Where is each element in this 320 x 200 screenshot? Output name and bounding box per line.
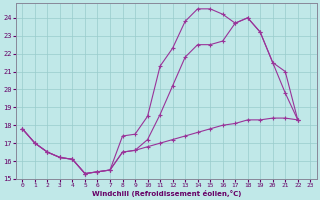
X-axis label: Windchill (Refroidissement éolien,°C): Windchill (Refroidissement éolien,°C)	[92, 190, 241, 197]
